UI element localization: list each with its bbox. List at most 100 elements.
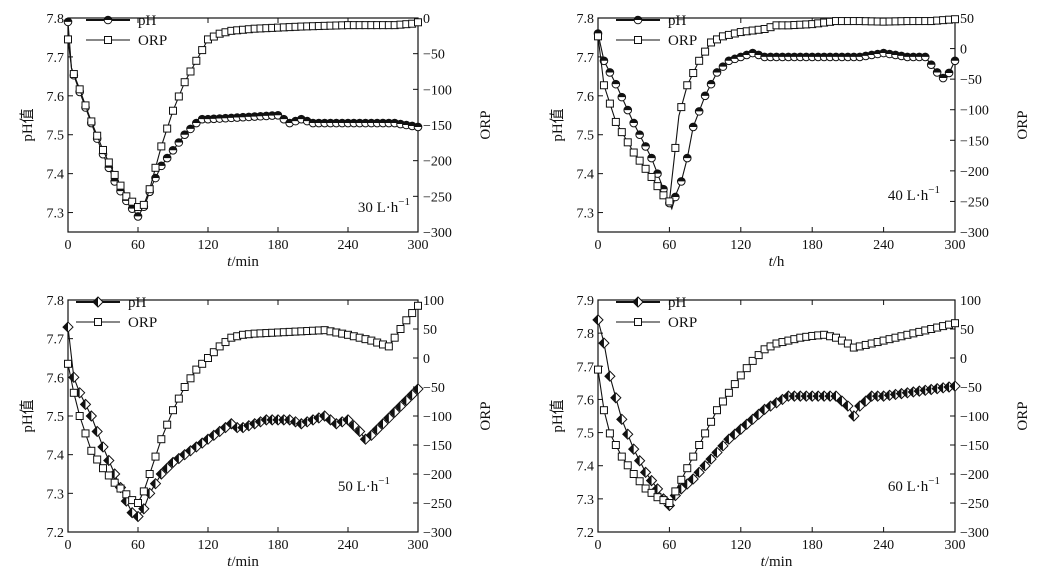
data-point-orp xyxy=(134,499,142,507)
data-point-orp xyxy=(611,441,620,449)
data-point-orp xyxy=(151,163,160,172)
y-right-tick-label: 0 xyxy=(423,12,430,27)
data-point-orp xyxy=(730,380,739,389)
y-left-tick-label: 7.6 xyxy=(47,371,65,386)
data-point-orp xyxy=(594,32,602,41)
series-orp xyxy=(64,18,422,212)
data-point-orp xyxy=(81,101,90,110)
y-left-tick-label: 7.4 xyxy=(577,460,595,475)
data-point-orp xyxy=(724,388,733,397)
x-tick-label: 240 xyxy=(873,538,894,553)
series-orp xyxy=(594,319,959,507)
data-point-orp xyxy=(736,371,745,380)
data-point-orp xyxy=(641,484,650,493)
data-point-orp xyxy=(139,200,148,209)
flow-rate-annotation: 60 L·h−1 xyxy=(888,475,940,495)
data-point-orp xyxy=(198,46,207,55)
y-right-tick-label: −250 xyxy=(960,195,989,210)
x-tick-label: 240 xyxy=(338,538,359,553)
y-right-tick-label: −100 xyxy=(960,410,989,425)
data-point-orp xyxy=(396,325,405,333)
data-point-orp xyxy=(93,131,102,140)
data-point-orp xyxy=(151,452,160,461)
y-right-axis-label: ORP xyxy=(478,401,494,430)
data-point-orp xyxy=(707,417,716,426)
y-left-tick-label: 7.5 xyxy=(47,410,65,425)
data-point-orp xyxy=(145,185,154,194)
data-point-orp xyxy=(951,319,959,328)
y-left-tick-label: 7.5 xyxy=(577,129,595,144)
y-left-tick-label: 7.9 xyxy=(577,294,595,309)
data-point-orp xyxy=(157,435,166,444)
series-ph xyxy=(63,17,423,221)
y-right-tick-label: −100 xyxy=(423,410,452,425)
data-point-orp xyxy=(169,406,177,415)
y-right-tick-label: −50 xyxy=(423,381,445,396)
x-tick-label: 120 xyxy=(730,238,751,253)
data-point-orp xyxy=(594,365,602,374)
y-left-tick-label: 7.7 xyxy=(47,51,65,66)
data-point-orp xyxy=(186,374,195,383)
data-point-orp xyxy=(843,339,852,348)
legend-label-ph: pH xyxy=(138,13,157,29)
y-right-tick-label: 100 xyxy=(423,294,444,309)
y-right-tick-label: 0 xyxy=(960,352,967,367)
data-point-orp xyxy=(110,478,119,487)
data-point-orp xyxy=(414,301,422,310)
x-tick-label: 240 xyxy=(873,238,894,253)
y-right-tick-label: −300 xyxy=(960,226,989,241)
y-right-tick-label: −150 xyxy=(960,439,989,454)
data-point-orp xyxy=(701,47,710,56)
data-point-orp xyxy=(180,383,189,391)
data-point-orp xyxy=(93,455,102,464)
y-left-axis-label: pH值 xyxy=(19,399,36,432)
x-axis-label: t/min xyxy=(761,554,793,570)
data-point-orp xyxy=(695,441,704,449)
legend-label-orp: ORP xyxy=(138,33,167,49)
data-point-orp xyxy=(139,487,148,496)
series-orp xyxy=(594,15,959,206)
data-point-orp xyxy=(163,420,172,429)
data-point-orp xyxy=(629,470,638,478)
legend-label-ph: pH xyxy=(668,295,687,311)
legend-label-orp: ORP xyxy=(128,315,157,331)
y-left-axis-label: pH值 xyxy=(549,399,566,432)
chart-panel-1: 0 60 120 180 240 300 7.3 7.4 7.5 7.6 7.7 7.8 0 −50 −10… xyxy=(19,12,494,270)
chart-panel-3: 0 60 120 180 240 300 7.2 7.3 7.4 7.5 7.6 7.7 7.8 100 5… xyxy=(19,294,494,570)
x-axis-label: t/min xyxy=(227,254,259,270)
data-point-orp xyxy=(665,499,674,507)
data-point-orp xyxy=(683,464,692,473)
data-point-orp xyxy=(689,69,698,78)
data-point-orp xyxy=(629,148,638,157)
y-left-tick-label: 7.5 xyxy=(577,427,595,442)
x-tick-label: 300 xyxy=(408,238,429,253)
y-left-tick-label: 7.8 xyxy=(577,12,595,27)
y-left-tick-label: 7.3 xyxy=(577,207,595,222)
data-point-orp xyxy=(157,142,166,151)
flow-rate-annotation: 50 L·h−1 xyxy=(338,475,390,495)
y-right-tick-label: −50 xyxy=(960,381,982,396)
y-right-tick-label: −300 xyxy=(423,526,452,541)
y-right-tick-label: −150 xyxy=(423,439,452,454)
legend-label-ph: pH xyxy=(128,295,147,311)
y-right-tick-label: −100 xyxy=(423,83,452,98)
x-tick-label: 60 xyxy=(131,238,145,253)
y-right-axis-label: ORP xyxy=(478,110,494,139)
data-point-orp xyxy=(677,103,686,112)
data-point-orp xyxy=(81,429,90,438)
data-point-orp xyxy=(677,475,686,484)
data-point-orp xyxy=(209,348,218,357)
y-left-axis-label: pH值 xyxy=(19,108,36,141)
data-point-orp xyxy=(665,197,674,206)
data-point-orp xyxy=(402,316,411,325)
data-point-orp xyxy=(87,446,96,455)
data-point-orp xyxy=(617,452,626,461)
data-point-orp xyxy=(128,197,137,206)
data-point-orp xyxy=(599,81,608,90)
data-point-orp xyxy=(192,56,201,65)
y-right-tick-label: 0 xyxy=(960,43,967,58)
legend: pH ORP xyxy=(616,13,697,49)
y-left-tick-label: 7.3 xyxy=(47,487,65,502)
data-point-orp xyxy=(414,18,422,27)
data-point-orp xyxy=(64,35,72,44)
